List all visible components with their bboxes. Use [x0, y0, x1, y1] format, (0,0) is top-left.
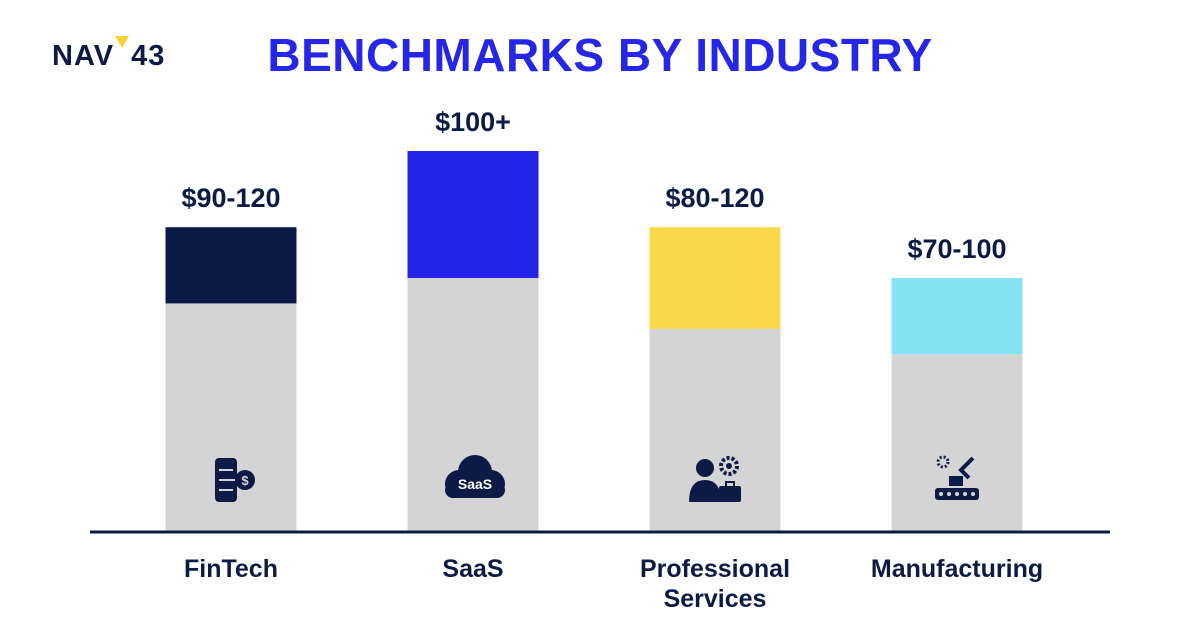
- logo-text-left: NAV: [52, 40, 115, 72]
- professional-person-icon: [689, 456, 741, 502]
- svg-text:$: $: [241, 473, 249, 488]
- bar-base: [891, 354, 1023, 532]
- fintech-phone-icon: $: [215, 458, 255, 502]
- value-label: $90-120: [181, 183, 280, 213]
- chart-title: BENCHMARKS BY INDUSTRY: [267, 29, 933, 81]
- bar-range: [891, 278, 1023, 355]
- value-label: $70-100: [907, 234, 1006, 264]
- value-label: $80-120: [665, 183, 764, 213]
- category-label: SaaS: [442, 555, 503, 583]
- bar-range: [165, 227, 297, 304]
- category-label: Services: [664, 585, 767, 613]
- value-label: $100+: [435, 107, 511, 137]
- nav43-logo: NAV 43: [52, 36, 166, 73]
- bar-range: [407, 151, 539, 278]
- logo-text-right: 43: [131, 40, 166, 72]
- svg-text:SaaS: SaaS: [458, 476, 492, 492]
- category-label: Manufacturing: [871, 555, 1043, 583]
- bar-range: [649, 227, 781, 329]
- logo-mark-icon: [115, 36, 130, 48]
- manufacturing-robot-icon: [935, 455, 979, 500]
- category-label: FinTech: [184, 555, 278, 583]
- saas-cloud-icon: SaaS: [445, 455, 505, 498]
- category-label: Professional: [640, 555, 790, 583]
